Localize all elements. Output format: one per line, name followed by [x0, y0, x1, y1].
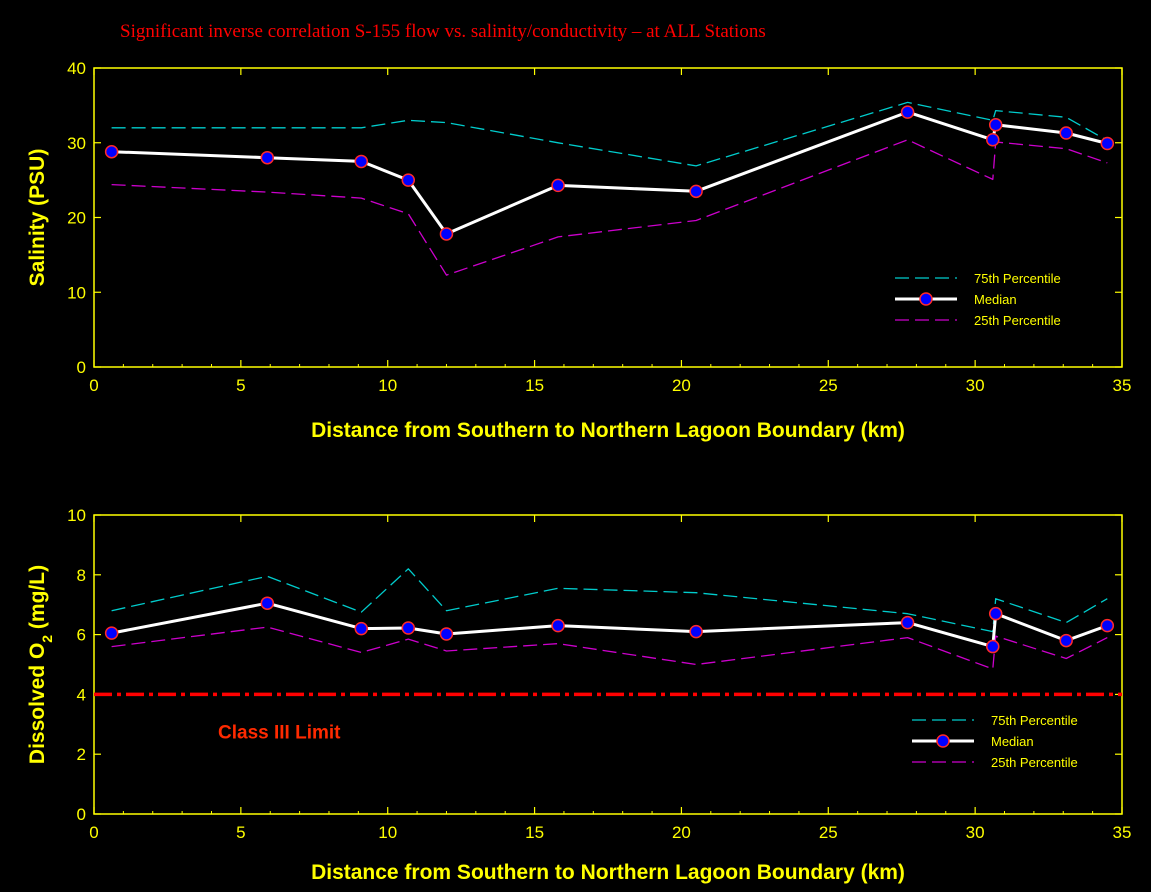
- salinity-plot: 0 5 10 15 20 25 30 35 0 10 20 30 40 Distance from Sou…: [26, 59, 1131, 442]
- x-tick-label: 20: [672, 823, 691, 842]
- y-tick-label: 20: [67, 209, 86, 228]
- legend-marker: [936, 734, 950, 748]
- y-tick-label: 4: [77, 685, 86, 704]
- legend-label: Median: [974, 292, 1017, 307]
- x-tick-label: 30: [966, 823, 985, 842]
- median-point: [988, 606, 1003, 621]
- median-point: [260, 150, 275, 165]
- y-tick-label: 2: [77, 745, 86, 764]
- legend-label: 25th Percentile: [974, 313, 1061, 328]
- y-axis-label-subscript: 2: [39, 635, 55, 643]
- x-tick-label: 20: [672, 376, 691, 395]
- x-axis-label: Distance from Southern to Northern Lagoo…: [311, 861, 905, 884]
- y-tick-label: 6: [77, 626, 86, 645]
- median-point: [1059, 126, 1073, 140]
- x-tick-label: 35: [1113, 823, 1132, 842]
- median-point: [900, 105, 915, 119]
- legend-label: 75th Percentile: [974, 271, 1061, 286]
- y-tick-label: 10: [67, 283, 86, 302]
- x-tick-label: 5: [236, 376, 245, 395]
- y-axis-label-main: Dissolved O: [26, 643, 49, 764]
- series-line-median: [111, 601, 1108, 649]
- chart-title: Significant inverse correlation S-155 fl…: [120, 21, 766, 42]
- median-point: [104, 144, 119, 159]
- median-point: [401, 173, 416, 187]
- y-tick-label: 0: [77, 358, 86, 377]
- legend-label: Median: [991, 734, 1034, 749]
- median-point: [439, 627, 454, 641]
- median-point: [986, 133, 1000, 147]
- median-point: [988, 118, 1003, 132]
- x-axis-label: Distance from Southern to Northern Lagoo…: [311, 419, 905, 442]
- legend-label: 75th Percentile: [991, 713, 1078, 728]
- y-axis-label: Dissolved O2 (mg/L): [26, 565, 55, 764]
- y-tick-label: 0: [77, 805, 86, 824]
- y-axis-label: Salinity (PSU): [26, 149, 49, 287]
- y-tick-label: 8: [77, 566, 86, 585]
- median-point: [439, 227, 454, 241]
- series-line-25th-percentile: [111, 626, 1108, 670]
- plot-frame: [93, 514, 1123, 815]
- y-tick-label: 10: [67, 506, 86, 525]
- median-point: [1059, 633, 1073, 648]
- y-axis-label-unit: (mg/L): [26, 565, 49, 635]
- x-tick-label: 5: [236, 823, 245, 842]
- median-point: [689, 184, 703, 199]
- median-point: [986, 639, 1000, 654]
- y-tick-label: 30: [67, 134, 86, 153]
- median-point: [551, 618, 565, 633]
- y-tick-label: 40: [67, 59, 86, 78]
- median-point: [104, 626, 119, 640]
- x-tick-label: 15: [525, 376, 544, 395]
- x-tick-label: 0: [89, 823, 98, 842]
- dissolved-oxygen-plot: 0 5 10 15 20 25 30 35 0 2 4 6 8 10 Distance from South…: [26, 506, 1131, 884]
- legend-label: 25th Percentile: [991, 755, 1078, 770]
- median-point: [1100, 136, 1115, 151]
- median-point: [260, 596, 275, 610]
- x-tick-label: 15: [525, 823, 544, 842]
- median-point: [401, 621, 416, 635]
- median-point: [354, 621, 369, 636]
- median-point: [354, 154, 369, 169]
- series-line-median: [111, 110, 1108, 236]
- x-tick-label: 35: [1113, 376, 1132, 395]
- median-point: [1100, 618, 1115, 633]
- x-tick-label: 25: [819, 376, 838, 395]
- x-tick-label: 25: [819, 823, 838, 842]
- median-point: [689, 624, 703, 639]
- class-iii-limit-label: Class III Limit: [218, 722, 341, 743]
- series-line-75th-percentile: [111, 568, 1108, 633]
- legend-marker: [919, 292, 933, 306]
- median-point: [900, 615, 915, 630]
- x-tick-label: 10: [378, 823, 397, 842]
- x-tick-label: 0: [89, 376, 98, 395]
- median-point: [551, 178, 565, 193]
- x-tick-label: 30: [966, 376, 985, 395]
- x-tick-label: 10: [378, 376, 397, 395]
